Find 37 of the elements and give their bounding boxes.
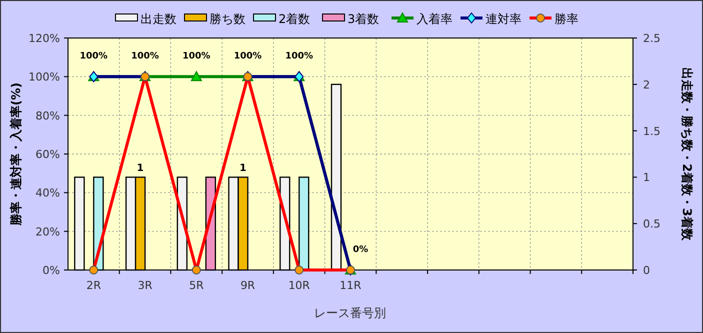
legend-label: 2着数: [278, 12, 310, 26]
y-tick-label: 80%: [36, 109, 60, 122]
x-tick-label: 2R: [86, 279, 102, 292]
y-tick-label: 40%: [36, 186, 60, 200]
legend-label: 連対率: [486, 12, 522, 26]
y-tick-label: 120%: [28, 32, 60, 45]
x-tick-label: 11R: [340, 279, 362, 292]
legend-label: 出走数: [140, 12, 176, 26]
data-label: 0%: [352, 245, 368, 255]
y2-tick-label: 1.5: [643, 124, 660, 138]
legend-label: 勝率: [554, 12, 578, 26]
legend-label: 3着数: [348, 12, 380, 26]
y2-axis-title: 出走数・勝ち数・2着数・3着数: [680, 68, 694, 242]
data-label: 1: [136, 163, 144, 174]
x-tick-label: 10R: [288, 279, 310, 292]
y-tick-label: 0%: [42, 264, 60, 277]
data-label: 100%: [234, 52, 262, 62]
y-tick-label: 100%: [28, 70, 60, 84]
x-axis-title: レース番号別: [314, 306, 386, 320]
data-label: 100%: [285, 52, 314, 62]
x-tick-label: 3R: [138, 279, 153, 292]
x-tick-label: 9R: [240, 279, 256, 292]
data-label: 1: [240, 163, 247, 174]
y-tick-label: 20%: [36, 225, 60, 238]
data-label: 100%: [182, 52, 210, 62]
y2-tick-label: 0.5: [643, 218, 660, 231]
y2-tick-label: 1: [643, 171, 650, 184]
legend-label: 入着率: [416, 12, 452, 26]
y2-tick-label: 2: [643, 78, 650, 92]
legend-label: 勝ち数: [210, 12, 246, 26]
x-tick-label: 5R: [189, 279, 204, 292]
y2-tick-label: 2.5: [643, 32, 660, 45]
data-label: 100%: [131, 52, 159, 62]
y-axis-title: 勝率・連対率・入着率(%): [9, 82, 23, 226]
y2-tick-label: 0: [643, 264, 650, 277]
data-label: 100%: [80, 52, 108, 62]
y-tick-label: 60%: [36, 148, 60, 161]
